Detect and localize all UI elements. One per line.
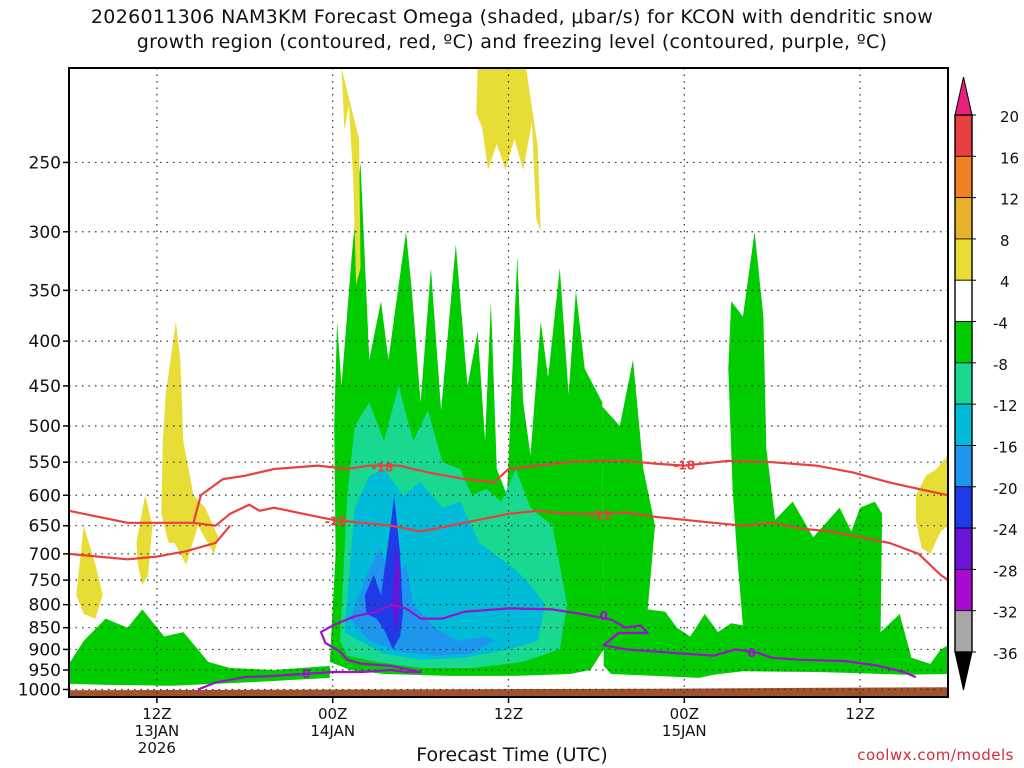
grid [69, 68, 948, 697]
colorbar-frame [954, 114, 973, 653]
contour-label: 0 [748, 646, 756, 660]
x-tick-label: 00Z [318, 705, 347, 723]
colorbar-label: -32 [993, 604, 1018, 622]
shade-yellow-sliver [341, 68, 361, 285]
y-tick-label: 600 [29, 486, 61, 506]
x-tick-label: 00Z [670, 705, 699, 723]
colorbar-bin [954, 155, 973, 199]
contour-dgz-west-lower [69, 524, 231, 561]
colorbar-label: 16 [1000, 149, 1019, 167]
x-tick-label: 13JAN [135, 722, 180, 740]
contour-label: 0 [600, 609, 608, 623]
colorbar-bin [954, 238, 973, 281]
shade-yellow-edge-east [915, 455, 948, 554]
colorbar-label: 20 [1000, 108, 1019, 126]
shade-yellow-west [161, 321, 219, 565]
colorbar-label: -36 [993, 645, 1018, 663]
shade-yellow-edge-west [76, 525, 103, 619]
chart-title-line-2: growth region (contoured, red, ºC) and f… [136, 31, 888, 53]
colorbar-bin [954, 486, 973, 529]
x-tick-label: 2026 [138, 739, 176, 757]
colorbar-label: 8 [1000, 232, 1010, 250]
colorbar-bottom-arrow [954, 651, 973, 691]
contour-label-group: -12 [325, 514, 347, 528]
y-tick-label: 850 [29, 619, 61, 639]
shade-green-lowlevel [69, 609, 330, 686]
colorbar-label: -28 [993, 562, 1018, 580]
shade-green-east [602, 231, 948, 678]
contour-label: -18 [372, 460, 394, 474]
shade-yellow-upper [476, 68, 541, 232]
colorbar-bin [954, 362, 973, 405]
y-tick-label: 950 [29, 661, 61, 681]
y-tick-label: 700 [29, 545, 61, 565]
y-tick-label: 400 [29, 332, 61, 352]
y-tick-label: 450 [29, 377, 61, 397]
y-tick-label: 350 [29, 281, 61, 301]
y-tick-label: 800 [29, 596, 61, 616]
contour-dgz-minus18 [192, 459, 948, 524]
omega-shading [69, 68, 948, 686]
colorbar-bin [954, 445, 973, 488]
colorbar-label: -12 [993, 397, 1018, 415]
colorbar-label: -24 [993, 521, 1018, 539]
colorbar-label: -20 [993, 480, 1018, 498]
x-tick-label: 12Z [845, 705, 874, 723]
colorbar-top-arrow [954, 76, 973, 116]
x-tick-label: 12Z [494, 705, 523, 723]
colorbar-label: -4 [993, 315, 1008, 333]
contour-label: -18 [673, 458, 695, 472]
shade-violet-core [392, 542, 401, 633]
shade-yellow-small [136, 495, 153, 586]
x-tick-label: 12Z [142, 705, 171, 723]
contours: -18 -18 -12 -12 0 0 0 [69, 458, 948, 691]
y-tick-label: 250 [29, 153, 61, 173]
y-tick-label: 500 [29, 417, 61, 437]
y-tick-label: 750 [29, 571, 61, 591]
credit-link[interactable]: coolwx.com/models [857, 746, 1014, 764]
contour-label: 0 [302, 667, 310, 681]
y-tick-label: 300 [29, 223, 61, 243]
x-axis-title: Forecast Time (UTC) [416, 744, 608, 766]
colorbar-bin [954, 527, 973, 570]
colorbar-bin [954, 279, 973, 322]
contour-dgz-minus12 [69, 503, 948, 582]
x-tick-label: 14JAN [310, 722, 355, 740]
y-tick-label: 550 [29, 453, 61, 473]
colorbar-label: -8 [993, 356, 1008, 374]
colorbar-bin [954, 197, 973, 240]
y-tick-label: 650 [29, 517, 61, 537]
contour-freezing-level [197, 603, 917, 691]
colorbar-bin [954, 568, 973, 612]
chart-title-line-1: 2026011306 NAM3KM Forecast Omega (shaded… [90, 6, 934, 28]
y-axis: 2503003504004505005506006507007508008509… [18, 153, 69, 700]
contour-label-group: -18 [372, 460, 394, 474]
contour-label-group: -12 [590, 508, 612, 522]
colorbar-bin [954, 403, 973, 446]
contour-label-group: 0 [302, 667, 310, 681]
y-tick-label: 1000 [18, 680, 61, 700]
colorbar-bin [954, 321, 973, 364]
colorbar-bin [954, 114, 973, 157]
contour-label: -12 [590, 508, 612, 522]
colorbar-label: -16 [993, 438, 1018, 456]
contour-label: -12 [325, 514, 347, 528]
colorbar-label: 4 [1000, 273, 1010, 291]
colorbar-bin [954, 610, 973, 653]
contour-label-group: -18 [673, 458, 695, 472]
colorbar: 20 16 12 8 4 -4 -8 -12 -16 -20 -24 -28 -32 -36 [954, 76, 1019, 691]
x-tick-label: 15JAN [662, 722, 707, 740]
colorbar-label: 12 [1000, 191, 1019, 209]
contour-label-group: 0 [748, 646, 756, 660]
y-tick-label: 900 [29, 640, 61, 660]
contour-label-group: 0 [600, 609, 608, 623]
